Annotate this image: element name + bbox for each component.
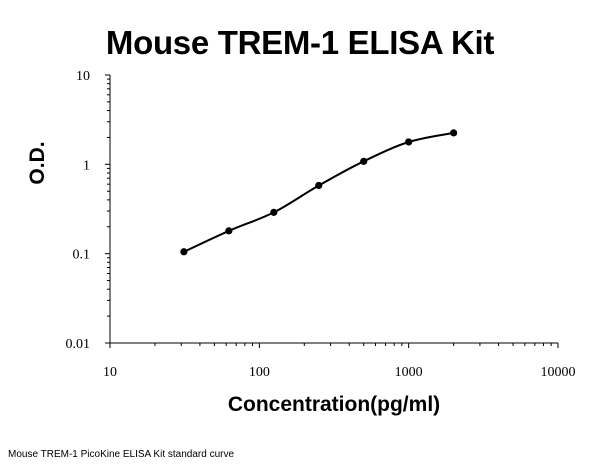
y-tick-label: 0.1	[73, 248, 91, 263]
data-point	[225, 227, 233, 235]
tick-labels: 10 100 1000 10000 10 1 0.1 0.01	[66, 69, 576, 380]
figure-caption: Mouse TREM-1 PicoKine ELISA Kit standard…	[8, 449, 235, 460]
x-tick-label: 10	[103, 365, 117, 380]
data-point	[360, 157, 368, 165]
fit-curve-group	[183, 131, 454, 253]
data-point	[315, 181, 323, 190]
tick-marks	[105, 74, 559, 348]
chart-title: Mouse TREM-1 ELISA Kit	[105, 24, 495, 61]
y-tick-label: 10	[76, 69, 90, 84]
data-points	[180, 129, 458, 256]
x-tick-label: 10000	[541, 365, 576, 380]
x-tick-label: 100	[249, 365, 270, 380]
x-tick-label: 1000	[395, 365, 423, 380]
x-axis-label: Concentration(pg/ml)	[227, 393, 441, 416]
data-point	[270, 208, 278, 216]
data-point	[180, 248, 188, 256]
y-tick-label: 1	[83, 158, 90, 173]
data-point	[405, 138, 413, 146]
y-axis-label: O.D.	[26, 141, 49, 185]
data-point	[450, 129, 458, 137]
fit-curve-line	[183, 131, 454, 253]
axes	[109, 75, 558, 344]
y-tick-label: 0.01	[66, 337, 91, 352]
